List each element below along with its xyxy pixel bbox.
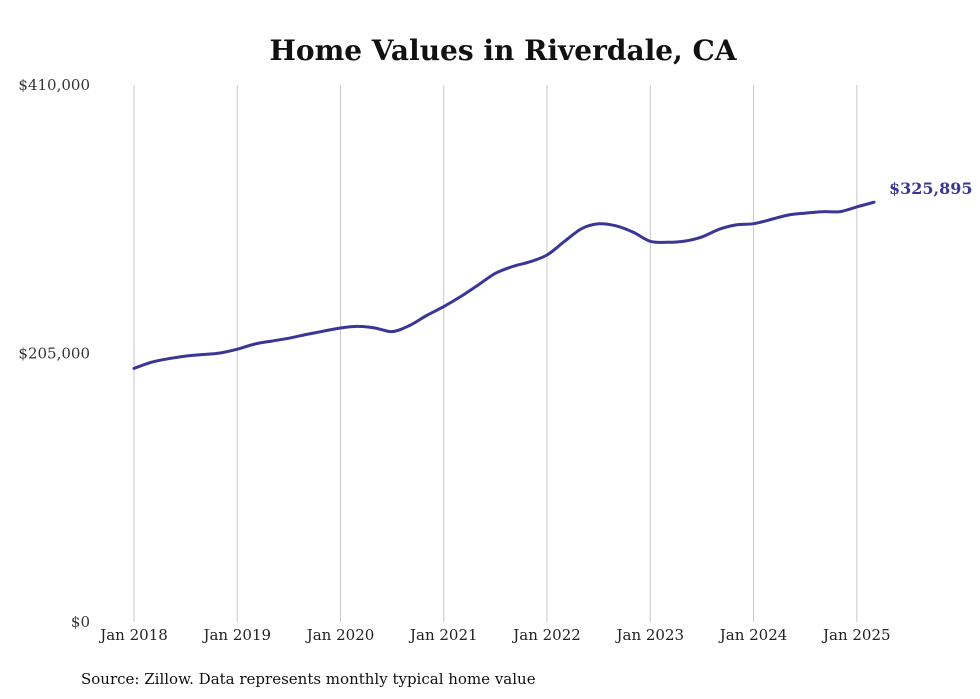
y-tick-label: $0 bbox=[71, 613, 90, 631]
x-axis-ticks: Jan 2018 Jan 2019 Jan 2020 Jan 2021 Jan 2022… bbox=[98, 626, 890, 644]
x-tick-label: Jan 2018 bbox=[98, 626, 168, 644]
y-axis-ticks: $0 $205,000 $410,000 bbox=[18, 76, 90, 631]
home-value-line bbox=[132, 200, 876, 370]
x-tick-label: Jan 2025 bbox=[821, 626, 891, 644]
x-tick-label: Jan 2019 bbox=[201, 626, 271, 644]
chart-title: Home Values in Riverdale, CA bbox=[269, 34, 737, 67]
x-tick-label: Jan 2020 bbox=[305, 626, 375, 644]
gridlines bbox=[133, 85, 858, 622]
y-tick-label: $410,000 bbox=[18, 76, 90, 94]
source-note: Source: Zillow. Data represents monthly … bbox=[81, 670, 536, 688]
x-tick-label: Jan 2022 bbox=[511, 626, 581, 644]
latest-value-label: $325,895 bbox=[889, 179, 973, 198]
x-tick-label: Jan 2023 bbox=[614, 626, 684, 644]
x-tick-label: Jan 2021 bbox=[408, 626, 478, 644]
x-tick-label: Jan 2024 bbox=[718, 626, 788, 644]
y-tick-label: $205,000 bbox=[18, 345, 90, 363]
